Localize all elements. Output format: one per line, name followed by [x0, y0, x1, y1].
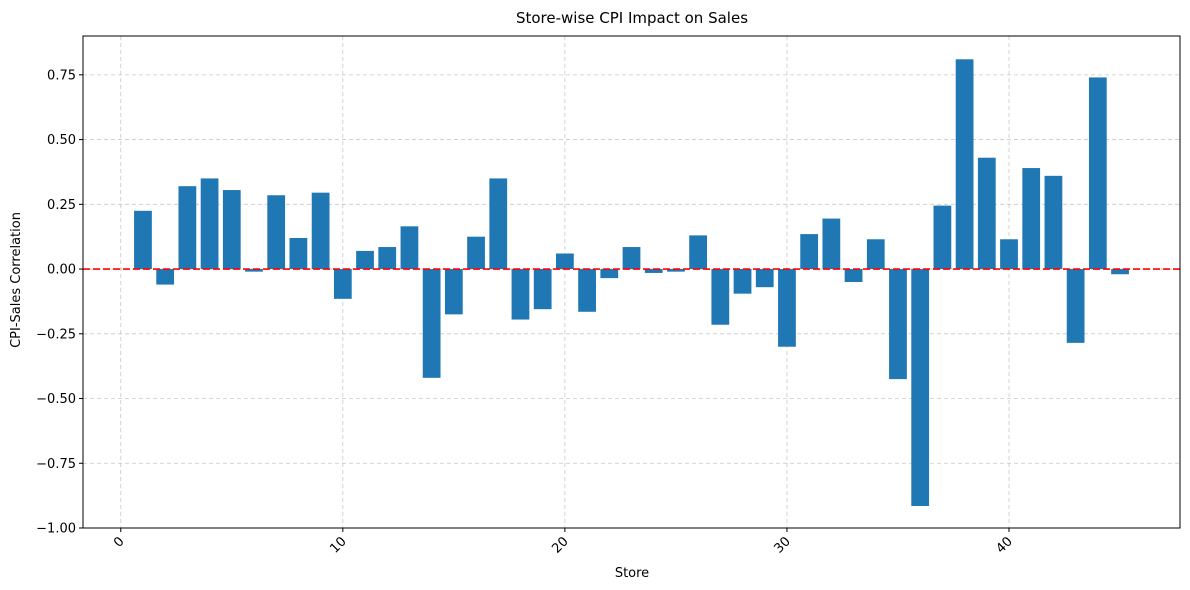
bar — [467, 236, 485, 270]
y-axis-ticks: 0.75 0.50 0.25 0.00 −0.25 −0.50 −0.75 −1.00 — [36, 68, 83, 537]
bar — [622, 247, 641, 270]
y-tick-label: 0.75 — [47, 68, 76, 83]
y-tick-label: 0.25 — [47, 198, 76, 213]
bar — [267, 195, 286, 270]
bar — [356, 250, 374, 270]
bar — [844, 269, 863, 282]
bar — [1022, 168, 1041, 270]
bars — [134, 59, 1129, 506]
bar — [1088, 77, 1107, 270]
bar — [200, 178, 219, 270]
bar — [289, 237, 308, 270]
bar — [689, 235, 708, 270]
bar — [1000, 239, 1018, 270]
bar — [511, 269, 530, 320]
bar — [778, 269, 796, 347]
y-tick-label: −0.75 — [36, 457, 76, 472]
y-tick-label: 0.50 — [47, 133, 76, 148]
bar — [955, 59, 974, 270]
bar — [400, 226, 419, 270]
bar — [644, 269, 663, 273]
bar — [733, 269, 752, 294]
y-tick-label: −1.00 — [36, 522, 76, 537]
bar — [222, 190, 241, 270]
bar — [1044, 175, 1063, 270]
bar — [933, 205, 952, 270]
bar — [311, 192, 330, 270]
bar — [866, 239, 885, 270]
chart-title: Store-wise CPI Impact on Sales — [516, 9, 748, 27]
bar — [889, 269, 907, 380]
bar — [977, 157, 996, 270]
plot-frame — [82, 35, 1181, 529]
y-axis-label: CPI-Sales Correlation — [9, 212, 24, 348]
y-tick-label: 0.00 — [47, 263, 76, 278]
bar — [422, 269, 441, 378]
bar — [667, 269, 685, 272]
bar — [800, 234, 819, 270]
bar — [533, 269, 552, 310]
bar — [1066, 269, 1085, 343]
bar — [134, 210, 152, 270]
bar — [711, 269, 730, 325]
x-axis-label: Store — [615, 566, 649, 581]
bar — [911, 269, 930, 506]
bar — [555, 253, 574, 270]
bar — [1111, 269, 1129, 275]
bar — [245, 269, 263, 272]
bar — [600, 269, 619, 279]
bar — [489, 178, 508, 270]
bar — [755, 269, 774, 288]
bar — [156, 269, 175, 285]
y-tick-label: −0.25 — [36, 327, 76, 342]
y-tick-label: −0.50 — [36, 392, 76, 407]
bar — [444, 269, 463, 315]
bar — [378, 247, 397, 270]
bar — [578, 269, 596, 312]
bar — [333, 269, 352, 299]
bar — [822, 218, 841, 270]
axes — [82, 35, 1181, 529]
bar — [178, 186, 197, 270]
